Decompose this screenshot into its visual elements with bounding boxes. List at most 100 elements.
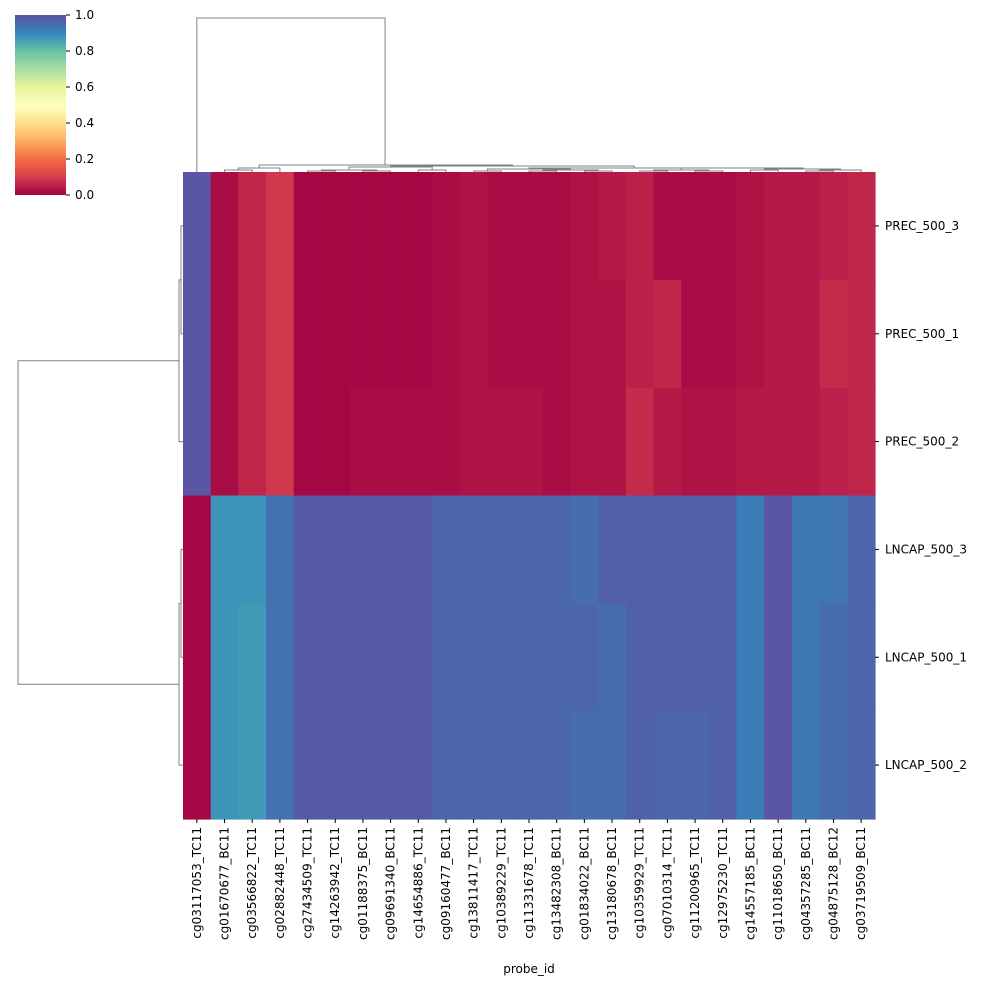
heatmap-cell	[764, 495, 793, 604]
heatmap-cell	[293, 387, 322, 497]
dendrogram-link	[528, 170, 558, 172]
heatmap-cell	[653, 495, 682, 604]
column-label: cg27434509_TC11	[301, 827, 315, 939]
heatmap-cell	[266, 387, 295, 497]
column-label: cg04357285_BC11	[799, 827, 813, 940]
dendrogram-link	[528, 167, 743, 169]
heatmap-cell	[847, 495, 876, 604]
heatmap-cell	[321, 711, 350, 820]
column-label: cg09691340_BC11	[384, 827, 398, 940]
heatmap-cell	[321, 603, 350, 712]
heatmap-cell	[791, 387, 821, 497]
heatmap-cell	[708, 172, 738, 281]
heatmap-cell	[459, 711, 489, 820]
heatmap-cell	[266, 603, 295, 712]
heatmap-cell	[653, 387, 682, 497]
dendrogram-link	[224, 169, 253, 172]
heatmap-cell	[183, 603, 212, 712]
heatmap-cell	[432, 711, 461, 820]
row-label: LNCAP_500_3	[885, 542, 967, 556]
heatmap-cell	[847, 172, 876, 281]
heatmap-cell	[376, 603, 406, 712]
heatmap-cell	[210, 387, 239, 497]
column-label: cg14263942_TC11	[328, 827, 342, 939]
heatmap-cell	[791, 279, 821, 389]
heatmap-cell	[266, 495, 295, 604]
heatmap-cell	[459, 603, 489, 712]
heatmap-cell	[736, 387, 765, 497]
colorbar-tick-label: 0.0	[75, 188, 94, 202]
heatmap-cell	[183, 387, 212, 497]
heatmap-cell	[598, 603, 627, 712]
colorbar-tick-label: 1.0	[75, 8, 94, 22]
heatmap-cell	[432, 495, 461, 604]
heatmap-cell	[349, 387, 378, 497]
dendrogram-link	[694, 170, 724, 172]
column-labels: cg03117053_TC11 cg01670677_BC11 cg03566822…	[190, 819, 868, 940]
heatmap-cell	[515, 711, 544, 820]
row-labels: PREC_500_3 PREC_500_1 PREC_500_2 LNCAP_500_…	[875, 219, 967, 772]
heatmap-cell	[321, 387, 350, 497]
heatmap-cell	[681, 603, 710, 712]
heatmap-cell	[625, 603, 655, 712]
heatmap-cell	[266, 172, 295, 281]
row-label: PREC_500_3	[885, 219, 959, 233]
heatmap-cell	[708, 495, 738, 604]
heatmap-cell	[542, 387, 572, 497]
heatmap-cell	[349, 495, 378, 604]
heatmap-cell	[376, 279, 406, 389]
heatmap-cell	[847, 279, 876, 389]
heatmap-cell	[791, 603, 821, 712]
heatmap-cell	[515, 172, 544, 281]
column-label: cg03719509_BC11	[854, 827, 868, 940]
colorbar	[15, 15, 66, 195]
heatmap-cell	[736, 279, 765, 389]
heatmap-cell	[681, 387, 710, 497]
heatmap-cell	[404, 495, 433, 604]
colorbar-tick-label: 0.6	[75, 80, 94, 94]
heatmap-cell	[598, 711, 627, 820]
heatmap-cell	[847, 603, 876, 712]
heatmap-cell	[515, 279, 544, 389]
heatmap-cell	[847, 711, 876, 820]
column-label: cg09160477_BC11	[439, 827, 453, 940]
dendrogram-link	[417, 169, 447, 172]
heatmap-cell	[515, 603, 544, 712]
heatmap-cell	[404, 279, 433, 389]
heatmap-cell	[708, 711, 738, 820]
heatmap-cell	[681, 279, 710, 389]
heatmap-cell	[349, 711, 378, 820]
heatmap-cell	[432, 172, 461, 281]
heatmap-cell	[183, 172, 212, 281]
heatmap-cell	[404, 711, 433, 820]
heatmap-cell	[819, 279, 848, 389]
heatmap-cell	[238, 172, 267, 281]
column-label: cg12975230_TC11	[716, 827, 730, 939]
dendrogram-link	[17, 360, 179, 685]
row-label: PREC_500_1	[885, 327, 959, 341]
heatmap-cell	[819, 603, 848, 712]
dendrogram-link	[763, 168, 841, 170]
heatmap-cell	[321, 172, 350, 281]
colorbar-tick-label: 0.8	[75, 44, 94, 58]
colorbar-tick-label: 0.2	[75, 152, 94, 166]
heatmap-cell	[210, 172, 239, 281]
colorbar-tick-label: 0.4	[75, 116, 94, 130]
dendrogram-link	[583, 170, 613, 172]
heatmap-cell	[238, 711, 267, 820]
column-label: cg03117053_TC11	[190, 827, 204, 939]
heatmap-cell	[542, 603, 572, 712]
heatmap-cell	[487, 711, 516, 820]
heatmap-cell	[487, 172, 516, 281]
heatmap-cell	[542, 279, 572, 389]
heatmap-cell	[210, 603, 239, 712]
heatmap-cell	[293, 495, 322, 604]
heatmap-cell	[598, 279, 627, 389]
dendrogram-link	[180, 225, 183, 335]
heatmap-cell	[570, 711, 599, 820]
column-label: cg11200965_TC11	[688, 827, 702, 939]
heatmap-cell	[349, 172, 378, 281]
heatmap-cell	[764, 279, 793, 389]
row-label: LNCAP_500_2	[885, 758, 967, 772]
heatmap-cell	[238, 603, 267, 712]
